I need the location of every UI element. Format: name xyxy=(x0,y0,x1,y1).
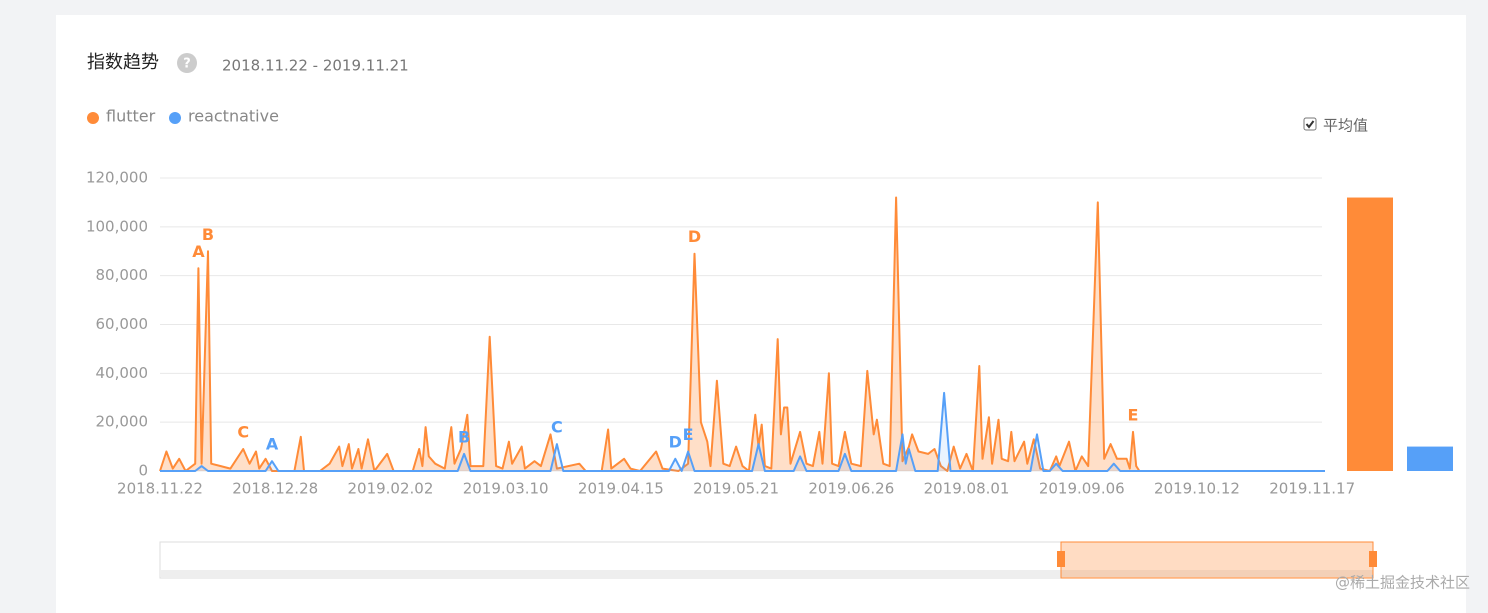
watermark: @稀土掘金技术社区 xyxy=(1335,574,1470,592)
annotation: A xyxy=(192,242,205,261)
x-tick-label: 2019.02.02 xyxy=(347,480,433,498)
help-icon[interactable] xyxy=(177,53,197,73)
y-tick-label: 0 xyxy=(138,462,148,480)
y-tick-label: 60,000 xyxy=(96,315,149,333)
legend-marker xyxy=(169,112,181,124)
annotation: E xyxy=(683,425,694,444)
x-tick-label: 2019.03.10 xyxy=(463,480,549,498)
line xyxy=(160,391,1325,472)
line xyxy=(159,196,1325,472)
x-tick-label: 2019.10.12 xyxy=(1154,480,1240,498)
card xyxy=(56,15,1466,613)
annotation: B xyxy=(458,427,470,446)
x-tick-label: 2019.05.21 xyxy=(693,480,779,498)
legend-marker xyxy=(87,112,99,124)
average-label: 平均值 xyxy=(1323,117,1368,135)
x-tick-label: 2018.11.22 xyxy=(117,480,203,498)
date-range: 2018.11.22 - 2019.11.21 xyxy=(222,57,409,75)
zoom-handle[interactable] xyxy=(1057,551,1065,567)
annotation: A xyxy=(266,435,279,454)
data-zoom-track xyxy=(160,570,1373,577)
y-tick-label: 20,000 xyxy=(96,413,149,431)
annotation: E xyxy=(1127,405,1138,424)
y-tick-label: 100,000 xyxy=(86,217,148,235)
legend-label: reactnative xyxy=(188,107,279,126)
data-zoom-window[interactable] xyxy=(1060,541,1374,579)
y-tick-label: 40,000 xyxy=(96,364,149,382)
annotation: C xyxy=(237,423,249,442)
annotation: D xyxy=(669,432,682,451)
x-tick-label: 2019.06.26 xyxy=(808,480,894,498)
title: 指数趋势 xyxy=(87,52,159,73)
annotation: C xyxy=(551,418,563,437)
help-text: ? xyxy=(183,57,191,72)
area xyxy=(160,197,1325,471)
annotation: D xyxy=(688,227,701,246)
x-tick-label: 2019.08.01 xyxy=(924,480,1010,498)
x-tick-label: 2018.12.28 xyxy=(232,480,318,498)
y-tick-label: 120,000 xyxy=(86,169,148,187)
x-tick-label: 2019.11.17 xyxy=(1269,480,1355,498)
annotation: B xyxy=(202,225,214,244)
average-bar xyxy=(1407,446,1453,471)
y-tick-label: 80,000 xyxy=(96,266,149,284)
average-bar xyxy=(1347,197,1393,472)
x-tick-label: 2019.09.06 xyxy=(1039,480,1125,498)
x-tick-label: 2019.04.15 xyxy=(578,480,664,498)
check-mark xyxy=(1305,120,1315,129)
zoom-handle[interactable] xyxy=(1369,551,1377,567)
legend-label: flutter xyxy=(106,107,156,126)
